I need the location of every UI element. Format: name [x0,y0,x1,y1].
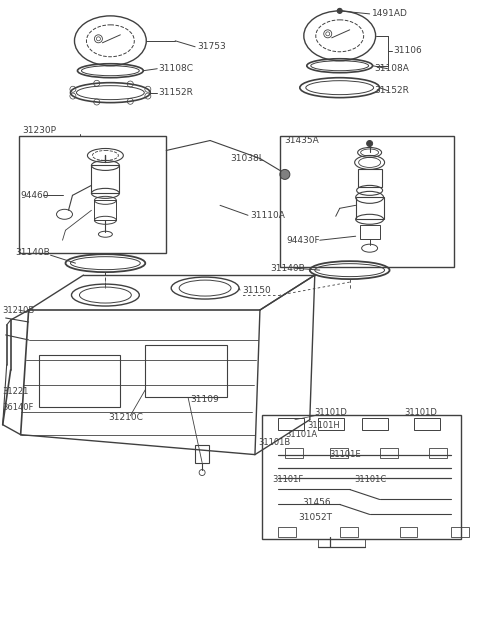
Text: 1491AD: 1491AD [372,9,408,18]
Text: 31152R: 31152R [374,86,409,95]
Bar [380,448,397,458]
Text: 31150: 31150 [242,285,271,294]
Bar [278,418,304,430]
Text: 36140F: 36140F [3,403,34,412]
Text: 31108C: 31108C [158,64,193,73]
Text: 31109: 31109 [190,395,219,404]
Text: 31101A: 31101A [285,430,317,439]
Bar [95,200,116,220]
Text: 31152R: 31152R [158,88,193,97]
Text: 31753: 31753 [197,42,226,51]
Bar [330,448,348,458]
Text: 31101E: 31101E [330,450,361,459]
Circle shape [367,141,372,146]
Text: 31052T: 31052T [298,513,332,522]
Bar [358,170,382,187]
Text: 31210B: 31210B [3,306,35,315]
Text: 31140B: 31140B [16,248,50,257]
Text: 31101D: 31101D [315,408,348,417]
Text: 31038L: 31038L [230,154,264,163]
Circle shape [280,170,290,179]
Bar [91,165,120,193]
Text: 94460: 94460 [21,191,49,200]
Text: 31106: 31106 [394,46,422,55]
Bar [280,135,455,267]
Bar [415,418,441,430]
Bar [285,448,303,458]
Bar [451,527,469,537]
Text: 31101B: 31101B [258,438,290,447]
Text: 94430F: 94430F [287,235,321,245]
Bar [340,527,358,537]
Bar [356,197,384,219]
Text: 31101H: 31101H [307,421,339,430]
Bar [38,355,120,407]
Text: 31110A: 31110A [250,211,285,220]
Text: 31101C: 31101C [355,475,387,484]
Text: 31101D: 31101D [405,408,437,417]
Text: 31221: 31221 [3,387,29,396]
Bar [278,527,296,537]
Text: 31108A: 31108A [374,64,409,73]
Bar [318,418,344,430]
Bar [262,415,461,539]
Text: 31101F: 31101F [272,475,303,484]
Bar [430,448,447,458]
Bar [360,225,380,239]
Text: 31210C: 31210C [108,413,143,422]
Text: 31140B: 31140B [270,263,305,273]
Bar [145,345,227,397]
Text: 31230P: 31230P [23,126,57,135]
Bar [399,527,418,537]
Text: 31435A: 31435A [284,136,319,145]
Bar [195,444,209,463]
Bar [361,418,387,430]
Text: 31456: 31456 [302,498,330,507]
Circle shape [337,8,342,13]
Bar [19,135,166,253]
